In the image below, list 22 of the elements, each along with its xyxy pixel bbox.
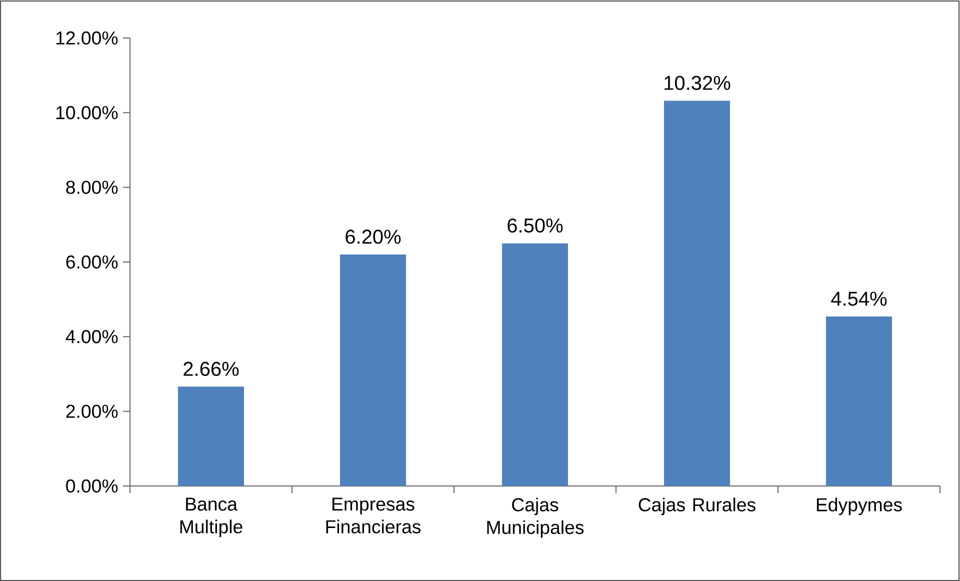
bar (664, 100, 730, 486)
bar (502, 243, 568, 486)
y-tick-label: 12.00% (56, 31, 118, 45)
data-label: 2.66% (184, 362, 239, 376)
data-label: 6.20% (346, 230, 401, 244)
y-tick-label: 4.00% (66, 330, 118, 344)
x-tick-label: Empresas Financieras (326, 498, 421, 534)
bar (826, 316, 892, 486)
y-tick-label: 8.00% (66, 180, 118, 194)
y-tick-label: 10.00% (56, 106, 118, 120)
data-label: 4.54% (831, 292, 887, 306)
data-label: 10.32% (664, 76, 730, 90)
x-tick-label: Banca Multiple (180, 498, 242, 538)
y-tick-label: 6.00% (66, 255, 118, 269)
x-tick-label: Edypymes (816, 498, 902, 516)
y-tick-label: 0.00% (66, 479, 118, 493)
bar (178, 386, 244, 486)
x-tick-label: Cajas Rurales (638, 498, 756, 516)
x-tick-label: Cajas Municipales (487, 498, 584, 538)
y-tick-label: 2.00% (66, 404, 118, 418)
bar (340, 254, 406, 486)
data-label: 6.50% (508, 218, 563, 233)
